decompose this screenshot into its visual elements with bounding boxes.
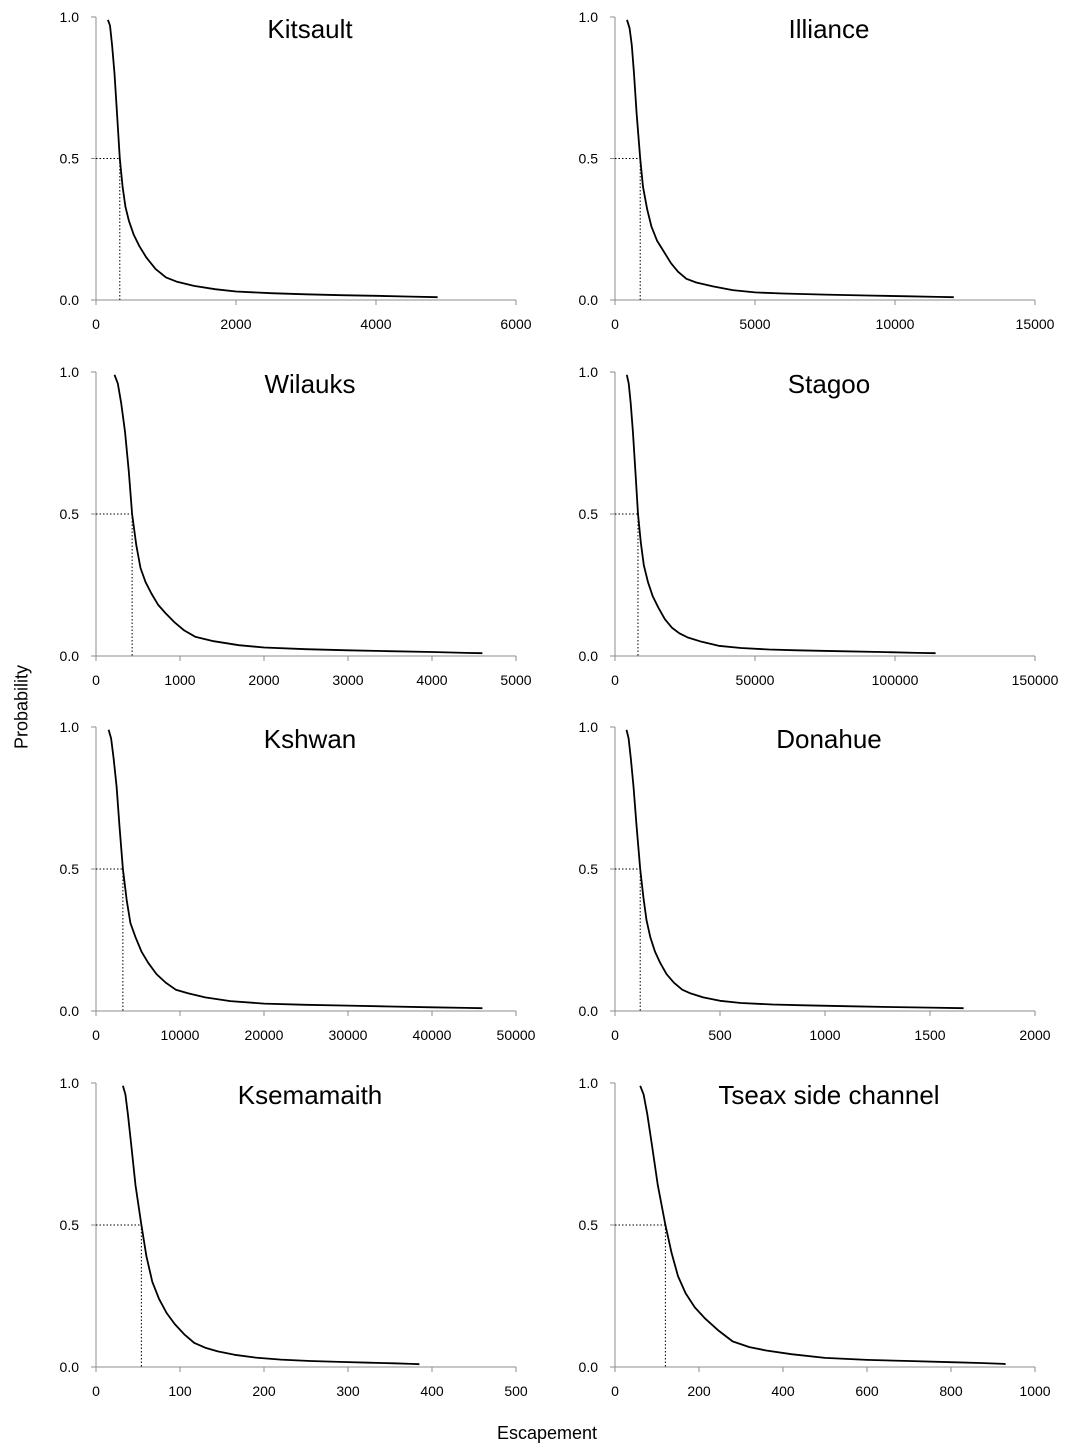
x-tick-label: 4000 <box>416 672 447 688</box>
x-tick-label: 1500 <box>914 1027 945 1043</box>
y-tick-label: 0.5 <box>60 506 80 522</box>
x-tick-label: 0 <box>611 1383 619 1399</box>
probability-curve <box>639 1085 1006 1366</box>
panel-title: Wilauks <box>264 369 355 399</box>
chart-panel: 0.0 0.5 1.0 0 50000 100000 150000 Stagoo <box>579 364 1059 688</box>
x-tick-label: 1000 <box>164 672 195 688</box>
panel-title: Kitsault <box>267 14 353 44</box>
x-tick-label: 400 <box>420 1383 444 1399</box>
x-tick-label: 50000 <box>497 1027 536 1043</box>
y-tick-label: 0.0 <box>60 1359 80 1375</box>
x-tick-label: 200 <box>687 1383 711 1399</box>
y-tick-label: 0.5 <box>579 861 599 877</box>
x-tick-label: 20000 <box>245 1027 284 1043</box>
x-tick-label: 2000 <box>220 316 251 332</box>
panel-title: Kshwan <box>264 724 357 754</box>
y-tick-label: 0.5 <box>60 861 80 877</box>
x-tick-label: 500 <box>708 1027 732 1043</box>
x-tick-label: 400 <box>771 1383 795 1399</box>
chart-panel: 0.0 0.5 1.0 0 1000 2000 3000 4000 5000 Wilauks <box>60 364 532 688</box>
probability-curve <box>625 374 936 655</box>
y-tick-label: 0.0 <box>579 648 599 664</box>
y-axis-label: Probability <box>11 664 32 750</box>
y-tick-label: 0.0 <box>579 1359 599 1375</box>
x-tick-label: 0 <box>611 316 619 332</box>
probability-curve <box>113 374 483 655</box>
x-tick-label: 1000 <box>809 1027 840 1043</box>
x-tick-label: 0 <box>611 672 619 688</box>
y-tick-label: 1.0 <box>60 9 80 25</box>
x-tick-label: 1000 <box>1019 1383 1050 1399</box>
x-tick-label: 2000 <box>1019 1027 1050 1043</box>
chart-panel: 0.0 0.5 1.0 0 5000 10000 15000 Illiance <box>579 9 1055 332</box>
panel-title: Ksemamaith <box>238 1080 383 1110</box>
x-tick-label: 500 <box>504 1383 528 1399</box>
x-tick-label: 15000 <box>1016 316 1055 332</box>
x-tick-label: 30000 <box>329 1027 368 1043</box>
y-tick-label: 0.5 <box>60 151 80 167</box>
x-tick-label: 5000 <box>739 316 770 332</box>
y-tick-label: 1.0 <box>60 719 80 735</box>
x-tick-label: 300 <box>336 1383 360 1399</box>
chart-panel: 0.0 0.5 1.0 0 200 400 600 800 1000 Tseax side cha… <box>579 1075 1051 1399</box>
x-tick-label: 100 <box>168 1383 192 1399</box>
x-tick-label: 600 <box>855 1383 879 1399</box>
x-tick-label: 150000 <box>1012 672 1059 688</box>
y-tick-label: 0.0 <box>60 292 80 308</box>
probability-curve <box>122 1085 420 1366</box>
y-tick-label: 0.5 <box>579 151 599 167</box>
probability-curve <box>107 729 483 1010</box>
x-tick-label: 3000 <box>332 672 363 688</box>
x-tick-label: 0 <box>92 1027 100 1043</box>
panel-title: Donahue <box>776 724 882 754</box>
y-tick-label: 0.0 <box>60 648 80 664</box>
y-tick-label: 0.5 <box>60 1217 80 1233</box>
x-tick-label: 10000 <box>161 1027 200 1043</box>
x-tick-label: 5000 <box>500 672 531 688</box>
y-tick-label: 1.0 <box>579 9 599 25</box>
y-tick-label: 0.5 <box>579 506 599 522</box>
chart-panel: 0.0 0.5 1.0 0 100 200 300 400 500 Ksemamaith <box>60 1075 528 1399</box>
x-tick-label: 0 <box>611 1027 619 1043</box>
y-tick-label: 0.5 <box>579 1217 599 1233</box>
x-tick-label: 800 <box>939 1383 963 1399</box>
probability-curve <box>625 729 964 1010</box>
x-tick-label: 0 <box>92 316 100 332</box>
x-tick-label: 100000 <box>872 672 919 688</box>
y-tick-label: 1.0 <box>579 719 599 735</box>
probability-curve <box>626 19 954 299</box>
chart-panel: 0.0 0.5 1.0 0 10000 20000 30000 40000 50000 Kshwa… <box>60 719 536 1043</box>
chart-panel: 0.0 0.5 1.0 0 2000 4000 6000 Kitsault <box>60 9 532 332</box>
probability-curve <box>107 19 438 299</box>
x-tick-label: 2000 <box>248 672 279 688</box>
y-tick-label: 1.0 <box>60 364 80 380</box>
x-tick-label: 6000 <box>500 316 531 332</box>
x-tick-label: 40000 <box>413 1027 452 1043</box>
y-tick-label: 0.0 <box>579 292 599 308</box>
panel-title: Tseax side channel <box>718 1080 939 1110</box>
x-tick-label: 0 <box>92 1383 100 1399</box>
x-tick-label: 200 <box>252 1383 276 1399</box>
y-tick-label: 0.0 <box>579 1003 599 1019</box>
x-tick-label: 0 <box>92 672 100 688</box>
x-axis-label: Escapement <box>496 1423 598 1443</box>
x-tick-label: 50000 <box>736 672 775 688</box>
x-tick-label: 10000 <box>876 316 915 332</box>
y-tick-label: 0.0 <box>60 1003 80 1019</box>
y-tick-label: 1.0 <box>579 364 599 380</box>
panel-title: Stagoo <box>788 369 870 399</box>
panel-title: Illiance <box>789 14 870 44</box>
y-tick-label: 1.0 <box>60 1075 80 1091</box>
x-tick-label: 4000 <box>360 316 391 332</box>
y-tick-label: 1.0 <box>579 1075 599 1091</box>
chart-panel: 0.0 0.5 1.0 0 500 1000 1500 2000 Donahue <box>579 719 1051 1043</box>
